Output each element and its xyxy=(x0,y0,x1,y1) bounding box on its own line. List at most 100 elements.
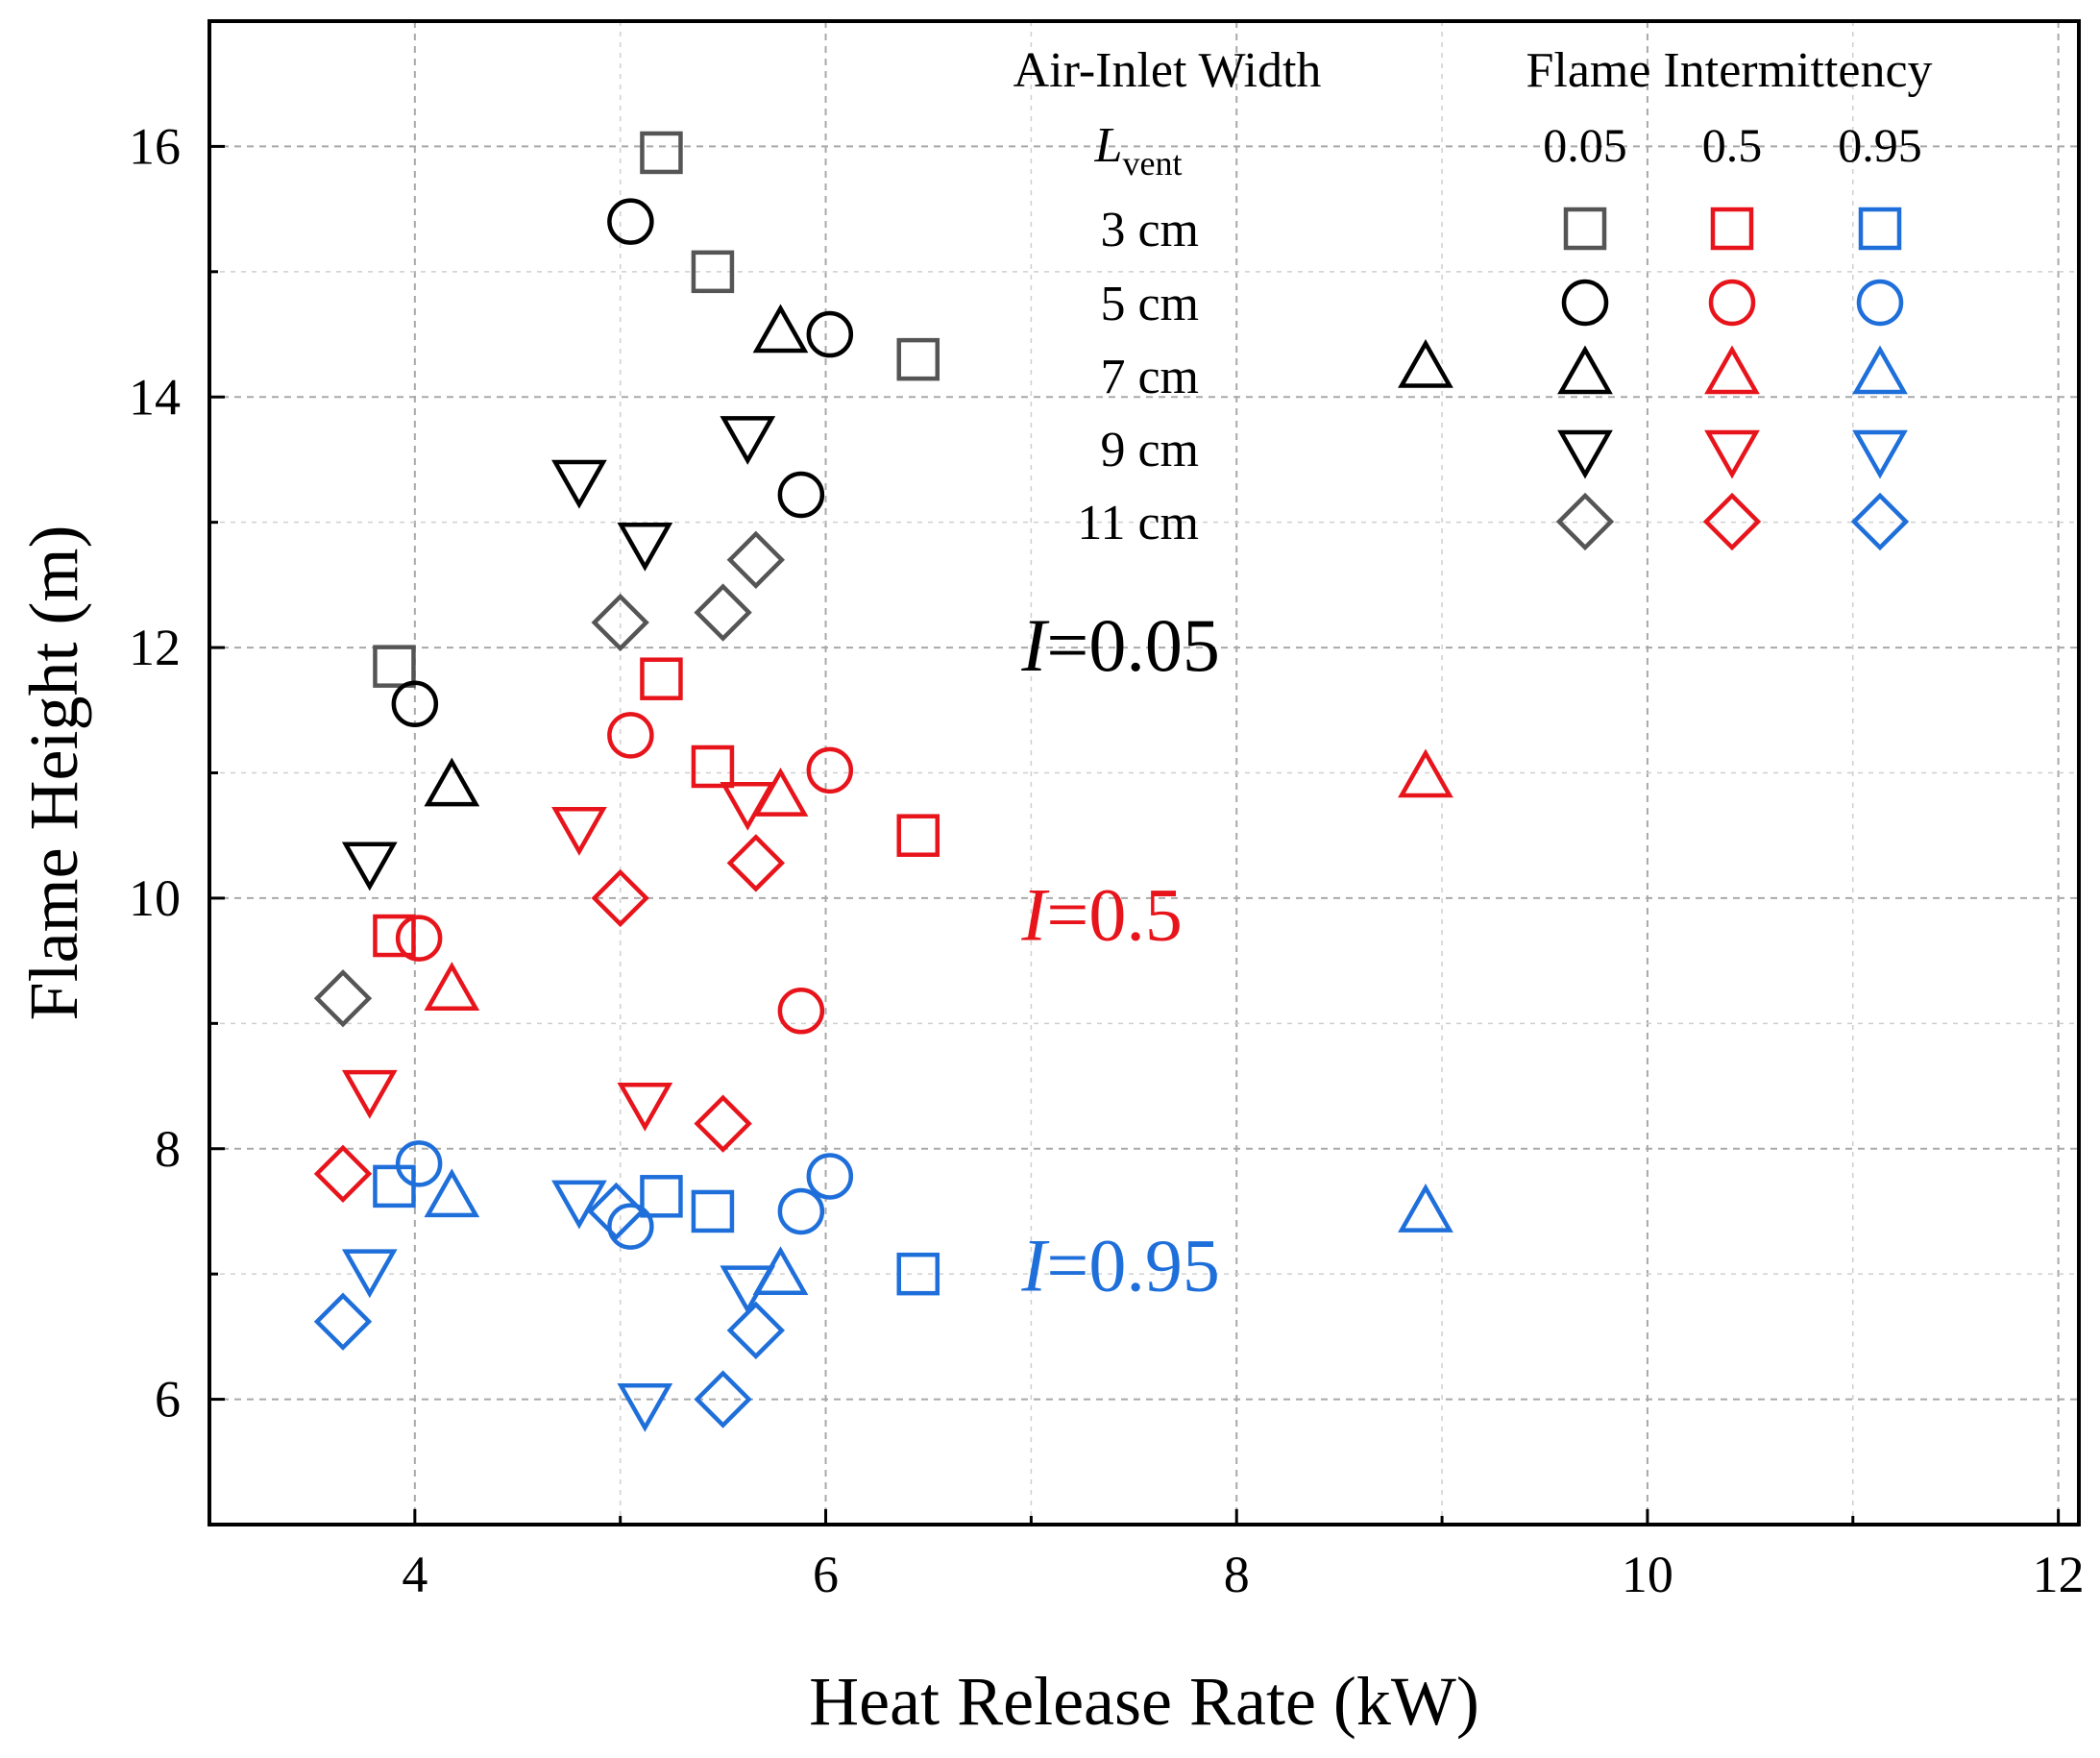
series-11 xyxy=(395,1140,854,1250)
data-point-triangle-down xyxy=(341,842,398,891)
y-tick-label: 12 xyxy=(129,619,181,676)
legend-marker-square xyxy=(1563,207,1607,251)
data-point-triangle-down xyxy=(551,807,607,856)
intermittency-annotation: I=0.5 xyxy=(1020,872,1182,956)
intermittency-annotation: I=0.95 xyxy=(1020,1224,1219,1307)
data-point-triangle-up xyxy=(752,1246,809,1296)
data-point-triangle-down xyxy=(720,1265,776,1315)
legend-width-label: 3 cm xyxy=(1100,203,1199,257)
series-9 xyxy=(313,834,786,1204)
series-14 xyxy=(313,1182,786,1428)
x-tick-label: 6 xyxy=(813,1546,839,1603)
legend-marker-circle xyxy=(1856,279,1904,327)
annotation-layer: I=0.05I=0.5I=0.95 xyxy=(1020,603,1219,1307)
annotation-symbol: I xyxy=(1020,1224,1050,1307)
legend-width-label: 5 cm xyxy=(1100,277,1199,331)
legend-level-label: 0.05 xyxy=(1543,118,1627,172)
data-point-diamond xyxy=(726,834,786,892)
data-point-triangle-up xyxy=(752,304,809,354)
legend-marker-triangle-down xyxy=(1557,429,1613,479)
data-point-triangle-down xyxy=(551,1180,607,1230)
data-point-triangle-down xyxy=(341,1069,398,1119)
legend-marker-circle xyxy=(1708,279,1756,327)
data-point-diamond xyxy=(694,583,752,642)
data-point-triangle-down xyxy=(617,1382,673,1432)
legend-width-title: Air-Inlet Width xyxy=(1013,43,1322,98)
data-point-square xyxy=(896,1252,940,1296)
y-tick-label: 6 xyxy=(155,1371,181,1428)
axes-layer: 4 6 8 10 12 6 8 10 12 14 16 Heat Release Rate (kW) F… xyxy=(15,19,2085,1740)
data-point-diamond xyxy=(591,868,649,928)
legend-marker-circle xyxy=(1561,279,1609,327)
y-tick-label: 16 xyxy=(129,117,181,175)
data-point-triangle-down xyxy=(720,781,776,831)
data-point-circle xyxy=(395,915,443,962)
y-tick-label: 10 xyxy=(129,869,181,927)
series-6 xyxy=(395,712,854,1035)
legend-width-label: 11 cm xyxy=(1077,496,1199,550)
legend-width-label: 7 cm xyxy=(1100,350,1199,404)
data-point-circle xyxy=(607,1203,654,1250)
annotation-symbol: I xyxy=(1020,603,1050,687)
data-point-square xyxy=(896,814,940,857)
data-point-square xyxy=(691,250,735,294)
x-tick-label: 4 xyxy=(402,1546,427,1603)
data-point-diamond xyxy=(694,1370,752,1428)
legend-marker-triangle-up xyxy=(1852,345,1908,395)
data-point-triangle-up xyxy=(1398,339,1453,388)
data-point-triangle-up xyxy=(424,757,480,807)
series-4 xyxy=(313,530,786,1028)
data-point-square xyxy=(691,745,735,789)
data-point-circle xyxy=(806,310,854,358)
data-point-circle xyxy=(806,746,854,794)
data-point-square xyxy=(691,1189,735,1233)
legend-level-label: 0.95 xyxy=(1838,118,1922,172)
data-point-diamond xyxy=(313,1144,373,1204)
data-point-diamond xyxy=(313,969,373,1028)
data-point-diamond xyxy=(726,1301,786,1360)
series-1 xyxy=(391,198,854,728)
data-point-triangle-up xyxy=(1398,1184,1453,1233)
series-7 xyxy=(424,748,1453,1011)
annotation-symbol: I xyxy=(1020,872,1050,956)
intermittency-annotation: I=0.05 xyxy=(1020,603,1219,687)
legend-marker-triangle-up xyxy=(1557,345,1613,395)
x-tick-label: 12 xyxy=(2033,1546,2085,1603)
y-tick-label: 8 xyxy=(155,1120,181,1178)
data-point-square xyxy=(373,1164,416,1209)
legend-marker-diamond xyxy=(1555,492,1615,551)
data-point-triangle-up xyxy=(424,962,480,1011)
grid-layer xyxy=(209,21,2079,1525)
x-tick-label: 10 xyxy=(1622,1546,1673,1603)
data-point-circle xyxy=(806,1153,854,1200)
legend: Air-Inlet Width Lvent Flame Intermittency 0… xyxy=(1013,43,1933,551)
data-point-triangle-up xyxy=(424,1168,480,1218)
data-point-circle xyxy=(395,1140,443,1187)
data-point-square xyxy=(640,657,683,700)
data-point-circle xyxy=(391,680,439,728)
data-point-triangle-down xyxy=(720,416,776,465)
legend-marker-triangle-down xyxy=(1852,429,1908,479)
y-tick-label: 14 xyxy=(129,368,181,426)
y-axis-label: Flame Height (m) xyxy=(15,525,92,1021)
data-point-diamond xyxy=(694,1094,752,1153)
data-point-triangle-up xyxy=(1398,748,1453,798)
legend-marker-square xyxy=(1858,207,1902,251)
legend-width-label: 9 cm xyxy=(1100,423,1199,477)
data-point-triangle-down xyxy=(617,1082,673,1132)
x-axis-label: Heat Release Rate (kW) xyxy=(809,1663,1479,1740)
legend-marker-triangle-down xyxy=(1704,429,1760,479)
legend-marker-diamond xyxy=(1850,492,1910,551)
series-8 xyxy=(341,781,776,1132)
legend-intermittency-title: Flame Intermittency xyxy=(1526,43,1932,98)
annotation-value: =0.5 xyxy=(1046,872,1183,956)
data-point-circle xyxy=(607,712,654,759)
legend-level-label: 0.5 xyxy=(1702,118,1763,172)
annotation-value: =0.95 xyxy=(1046,1224,1220,1307)
data-point-diamond xyxy=(587,1182,646,1241)
data-point-triangle-down xyxy=(551,459,607,509)
data-point-circle xyxy=(777,988,825,1035)
data-point-diamond xyxy=(726,530,786,589)
